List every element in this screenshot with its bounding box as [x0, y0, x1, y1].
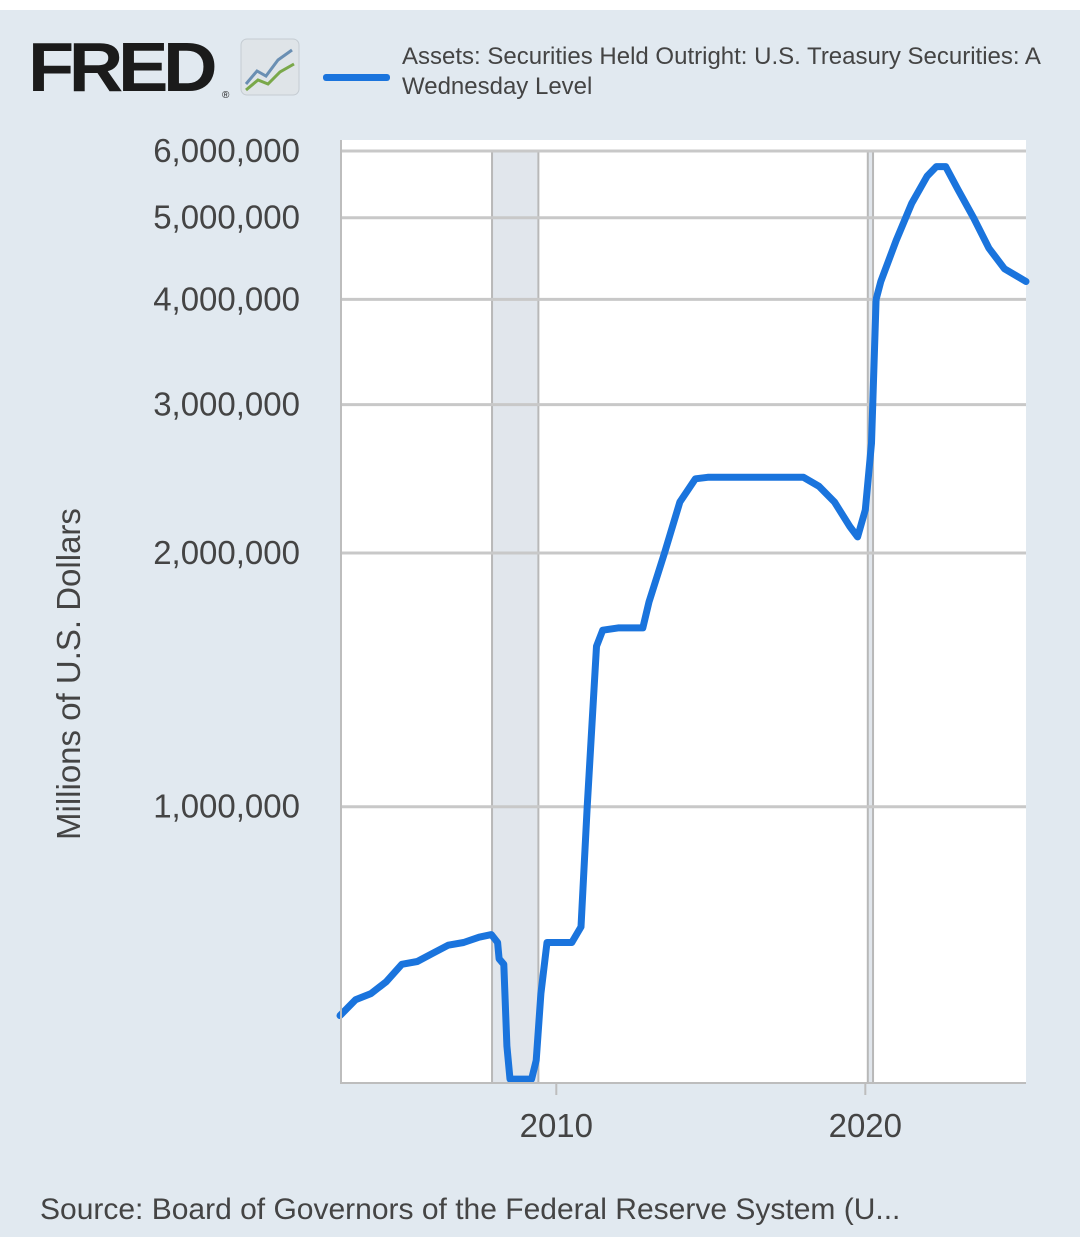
- legend-line-2: Wednesday Level: [402, 73, 593, 100]
- y-tick-label-3000000: 3,000,000: [153, 386, 300, 423]
- registered-mark: ®: [222, 90, 230, 101]
- legend-line-1: Assets: Securities Held Outright: U.S. T…: [402, 43, 1041, 70]
- source-note[interactable]: Source: Board of Governors of the Federa…: [40, 1193, 901, 1226]
- y-tick-label-5000000: 5,000,000: [153, 199, 300, 236]
- x-tick-label-2020: 2020: [829, 1107, 902, 1144]
- legend-swatch: [323, 74, 390, 81]
- line-chart[interactable]: 1,000,000 2,000,000 3,000,000 4,000,000 5,00…: [0, 10, 1080, 1180]
- legend-label[interactable]: Assets: Securities Held Outright: U.S. T…: [402, 42, 1080, 102]
- series-line-0: [336, 163, 1030, 1083]
- recession-band-0: [492, 151, 539, 1083]
- x-tick-label-2010: 2010: [520, 1107, 593, 1144]
- y-axis-label: Millions of U.S. Dollars: [50, 508, 87, 840]
- x-axis-ticks: 2010 2020: [520, 1083, 902, 1144]
- plot-area: [340, 140, 1026, 1083]
- recession-shading: [491, 151, 875, 1083]
- y-axis-ticks: 1,000,000 2,000,000 3,000,000 4,000,000 5,00…: [153, 132, 300, 825]
- chart-header: FRED ® Assets: Securities Held Outright:…: [0, 10, 1080, 120]
- chart-frame: FRED ® Assets: Securities Held Outright:…: [0, 10, 1080, 1237]
- y-tick-label-2000000: 2,000,000: [153, 534, 300, 571]
- fred-logo[interactable]: FRED: [28, 28, 218, 106]
- series-layer: [336, 163, 1030, 1083]
- y-tick-label-1000000: 1,000,000: [153, 788, 300, 825]
- grid-lines: [340, 149, 1026, 809]
- y-tick-label-6000000: 6,000,000: [153, 132, 300, 169]
- chart-line-icon: [240, 38, 300, 101]
- recession-band-1: [867, 151, 874, 1083]
- y-tick-label-4000000: 4,000,000: [153, 280, 300, 317]
